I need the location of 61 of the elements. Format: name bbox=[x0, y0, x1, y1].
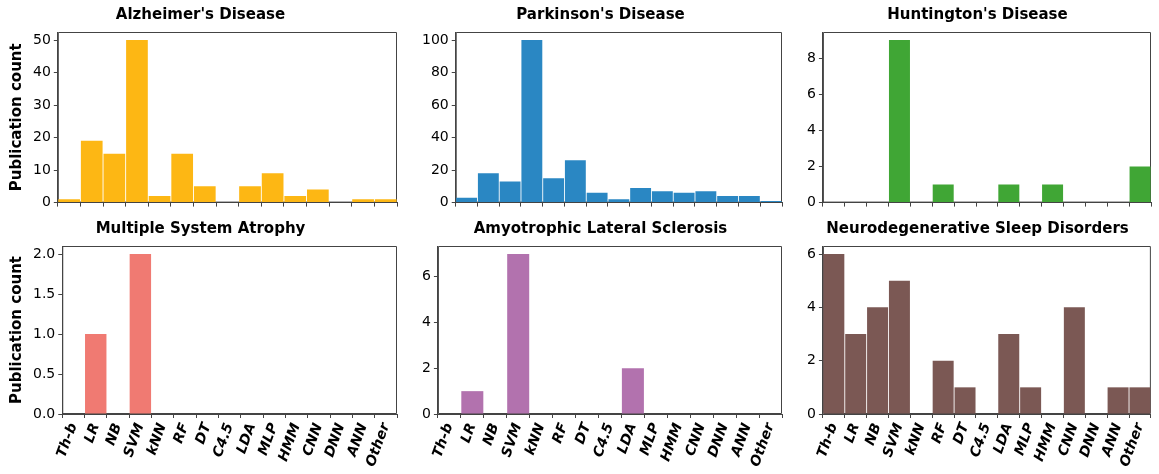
y-tick-label: 100 bbox=[421, 30, 449, 47]
bar bbox=[1042, 184, 1064, 203]
y-tick-label: 6 bbox=[421, 267, 431, 284]
y-tick-label: 0 bbox=[806, 193, 816, 210]
y-tick-label: 0.5 bbox=[33, 364, 56, 381]
x-tick-label: Th-b bbox=[428, 420, 456, 460]
y-tick-label: 2 bbox=[421, 358, 431, 375]
y-tick-label: 2.0 bbox=[33, 244, 56, 261]
x-tick-label: LR bbox=[840, 420, 862, 445]
x-tick-label: Th-b bbox=[812, 420, 841, 460]
y-tick-label: 1.0 bbox=[33, 324, 56, 341]
y-tick-label: 8 bbox=[806, 48, 816, 65]
bar bbox=[888, 40, 910, 203]
y-tick-label: 6 bbox=[806, 84, 816, 101]
bar bbox=[998, 184, 1020, 203]
x-tick-label: kNN bbox=[901, 420, 928, 457]
x-tick-label: LR bbox=[80, 420, 102, 445]
y-tick-label: 0 bbox=[806, 404, 816, 421]
y-tick-label: 4 bbox=[806, 297, 816, 314]
chart-title: Parkinson's Disease bbox=[516, 4, 685, 23]
bar bbox=[1129, 166, 1151, 203]
y-tick-label: 40 bbox=[430, 128, 449, 145]
x-tick-label: HMM bbox=[656, 420, 686, 464]
chart-title: Neurodegenerative Sleep Disorders bbox=[826, 218, 1129, 237]
y-tick-label: 0.0 bbox=[33, 404, 56, 421]
y-tick-label: 20 bbox=[32, 128, 51, 145]
chart-title: Multiple System Atrophy bbox=[95, 218, 306, 237]
y-tick-label: 80 bbox=[430, 63, 449, 80]
y-tick-label: 1.5 bbox=[33, 284, 56, 301]
x-tick-label: Th-b bbox=[52, 420, 80, 460]
x-tick-label: HMM bbox=[274, 420, 303, 464]
bar bbox=[1063, 307, 1085, 414]
y-tick-label: 0 bbox=[41, 193, 51, 210]
y-tick-label: 0 bbox=[421, 404, 431, 421]
y-tick-label: 40 bbox=[32, 63, 51, 80]
y-axis-title: Publication count bbox=[6, 256, 25, 404]
y-axis-title: Publication count bbox=[6, 43, 25, 192]
x-tick-label: LR bbox=[456, 420, 479, 445]
chart-title: Alzheimer's Disease bbox=[115, 4, 286, 23]
x-tick-label: NB bbox=[861, 420, 884, 448]
y-tick-label: 0 bbox=[439, 193, 449, 210]
y-tick-label: 4 bbox=[421, 313, 431, 330]
y-tick-label: 50 bbox=[32, 30, 51, 47]
bar bbox=[932, 184, 954, 203]
chart-title: Amyotrophic Lateral Sclerosis bbox=[473, 218, 728, 237]
bar bbox=[621, 368, 644, 414]
y-tick-label: 2 bbox=[806, 157, 816, 174]
x-tick-label: RF bbox=[927, 420, 950, 446]
y-tick-label: 30 bbox=[32, 95, 51, 112]
y-tick-label: 10 bbox=[32, 160, 51, 177]
x-tick-label: RF bbox=[548, 420, 571, 446]
chart-title: Huntington's Disease bbox=[887, 4, 1068, 23]
x-tick-label: DNN bbox=[703, 420, 731, 460]
x-tick-label: RF bbox=[169, 420, 192, 446]
bar bbox=[461, 391, 484, 414]
bar bbox=[507, 254, 530, 414]
y-tick-label: 20 bbox=[430, 160, 449, 177]
y-tick-label: 60 bbox=[430, 95, 449, 112]
y-tick-label: 4 bbox=[806, 121, 816, 138]
y-tick-label: 2 bbox=[806, 351, 816, 368]
y-tick-label: 6 bbox=[806, 244, 816, 261]
